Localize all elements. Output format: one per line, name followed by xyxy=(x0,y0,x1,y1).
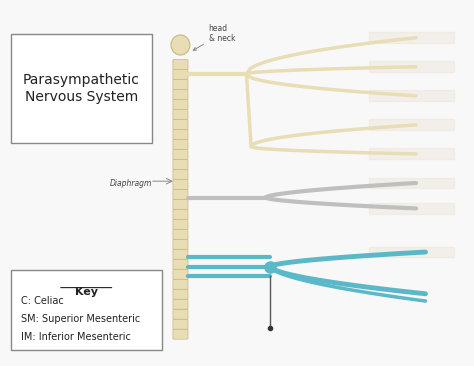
FancyBboxPatch shape xyxy=(173,89,188,100)
FancyBboxPatch shape xyxy=(173,219,188,229)
Text: SM: Superior Mesenteric: SM: Superior Mesenteric xyxy=(21,314,140,324)
Ellipse shape xyxy=(171,35,190,55)
FancyBboxPatch shape xyxy=(173,159,188,169)
FancyBboxPatch shape xyxy=(173,100,188,109)
Text: Parasympathetic
Nervous System: Parasympathetic Nervous System xyxy=(23,74,140,104)
FancyBboxPatch shape xyxy=(173,289,188,299)
FancyBboxPatch shape xyxy=(173,229,188,239)
FancyBboxPatch shape xyxy=(173,109,188,119)
FancyBboxPatch shape xyxy=(173,299,188,309)
FancyBboxPatch shape xyxy=(173,249,188,259)
FancyBboxPatch shape xyxy=(173,119,188,130)
Text: Key: Key xyxy=(75,287,98,296)
FancyBboxPatch shape xyxy=(173,319,188,329)
FancyBboxPatch shape xyxy=(11,270,162,350)
Text: IM: Inferior Mesenteric: IM: Inferior Mesenteric xyxy=(21,332,131,342)
FancyBboxPatch shape xyxy=(173,279,188,289)
FancyBboxPatch shape xyxy=(173,239,188,249)
FancyBboxPatch shape xyxy=(173,130,188,139)
FancyBboxPatch shape xyxy=(173,269,188,279)
FancyBboxPatch shape xyxy=(173,60,188,70)
FancyBboxPatch shape xyxy=(11,34,152,143)
FancyBboxPatch shape xyxy=(173,79,188,89)
FancyBboxPatch shape xyxy=(173,259,188,269)
Text: head
& neck: head & neck xyxy=(193,24,235,50)
FancyBboxPatch shape xyxy=(173,189,188,199)
FancyBboxPatch shape xyxy=(173,149,188,159)
FancyBboxPatch shape xyxy=(173,209,188,219)
FancyBboxPatch shape xyxy=(173,199,188,209)
FancyBboxPatch shape xyxy=(173,179,188,189)
FancyBboxPatch shape xyxy=(173,70,188,79)
FancyBboxPatch shape xyxy=(173,309,188,319)
FancyBboxPatch shape xyxy=(173,169,188,179)
Text: Diaphragm: Diaphragm xyxy=(110,179,152,187)
Text: C: Celiac: C: Celiac xyxy=(21,296,64,306)
FancyBboxPatch shape xyxy=(173,329,188,339)
FancyBboxPatch shape xyxy=(173,139,188,149)
